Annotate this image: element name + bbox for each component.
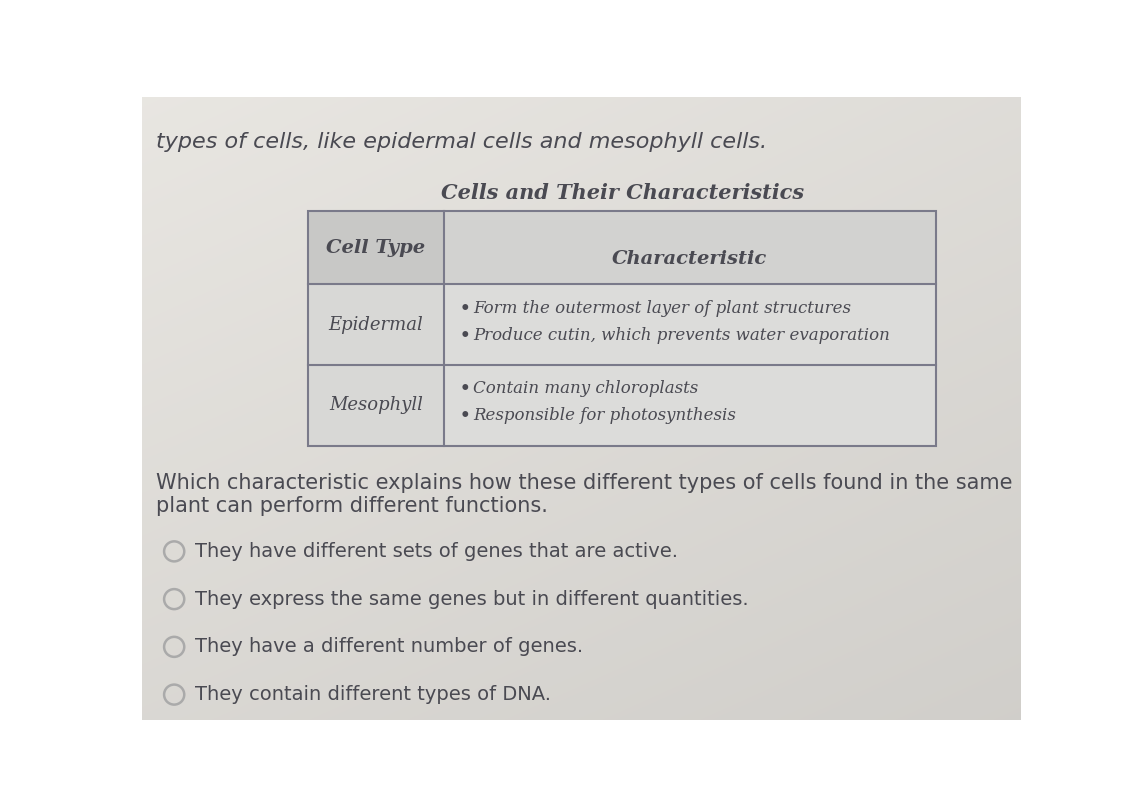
- Text: They have different sets of genes that are active.: They have different sets of genes that a…: [195, 542, 678, 561]
- Bar: [444, 211, 936, 284]
- Bar: [308, 211, 444, 284]
- Text: Cell Type: Cell Type: [326, 239, 426, 256]
- Text: •: •: [459, 327, 470, 345]
- Bar: [308, 365, 444, 446]
- Text: Cells and Their Characteristics: Cells and Their Characteristics: [441, 184, 803, 203]
- Bar: [444, 365, 936, 446]
- Text: plant can perform different functions.: plant can perform different functions.: [155, 496, 547, 516]
- Text: types of cells, like epidermal cells and mesophyll cells.: types of cells, like epidermal cells and…: [155, 132, 767, 152]
- Text: Which characteristic explains how these different types of cells found in the sa: Which characteristic explains how these …: [155, 472, 1012, 493]
- Text: Characteristic: Characteristic: [612, 250, 767, 268]
- Text: Produce cutin, which prevents water evaporation: Produce cutin, which prevents water evap…: [474, 327, 891, 344]
- Bar: [308, 211, 936, 446]
- Text: •: •: [459, 380, 470, 399]
- Text: Contain many chloroplasts: Contain many chloroplasts: [474, 380, 699, 397]
- Text: Epidermal: Epidermal: [329, 316, 424, 333]
- Text: •: •: [459, 299, 470, 318]
- Text: They contain different types of DNA.: They contain different types of DNA.: [195, 685, 551, 704]
- Text: Responsible for photosynthesis: Responsible for photosynthesis: [474, 408, 736, 425]
- Text: They have a different number of genes.: They have a different number of genes.: [195, 637, 583, 656]
- Bar: [308, 284, 444, 365]
- Text: Form the outermost layer of plant structures: Form the outermost layer of plant struct…: [474, 299, 851, 316]
- Bar: [444, 284, 936, 365]
- Text: They express the same genes but in different quantities.: They express the same genes but in diffe…: [195, 590, 749, 608]
- Text: •: •: [459, 408, 470, 426]
- Text: Mesophyll: Mesophyll: [329, 396, 423, 414]
